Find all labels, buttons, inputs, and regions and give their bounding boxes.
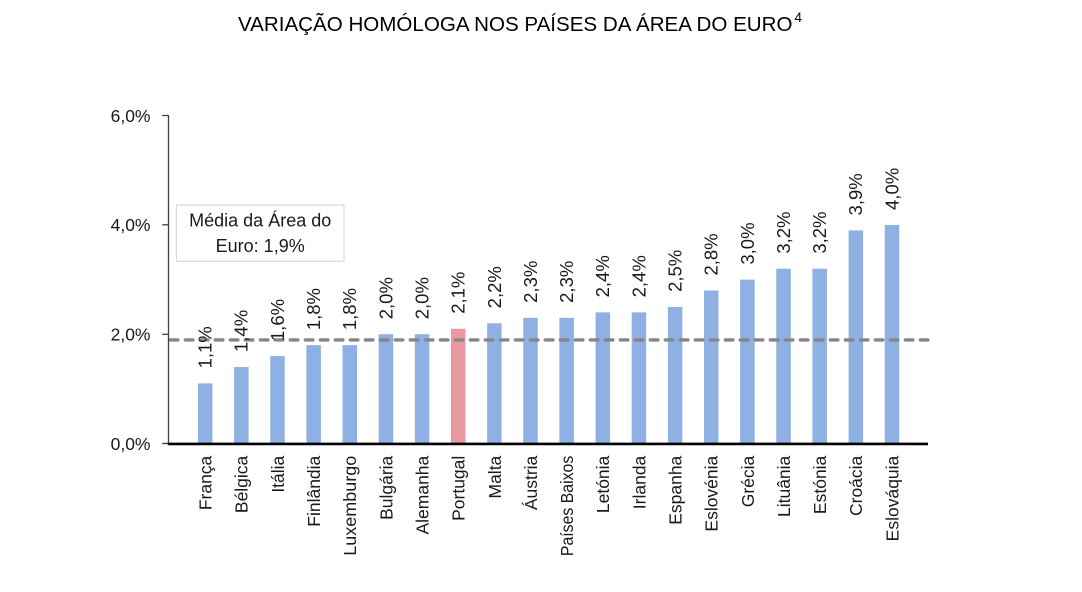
svg-text:2,2%: 2,2% xyxy=(484,266,505,308)
svg-text:Eslovénia: Eslovénia xyxy=(702,455,722,531)
svg-text:2,4%: 2,4% xyxy=(592,255,613,297)
svg-text:Estónia: Estónia xyxy=(810,455,830,514)
svg-text:1,6%: 1,6% xyxy=(267,299,288,341)
svg-text:Grécia: Grécia xyxy=(738,455,758,507)
svg-text:2,0%: 2,0% xyxy=(411,277,432,319)
svg-text:Malta: Malta xyxy=(485,455,505,498)
svg-text:VARIAÇÃO HOMÓLOGA NOS PAÍSES D: VARIAÇÃO HOMÓLOGA NOS PAÍSES DA ÁREA DO … xyxy=(238,12,793,36)
svg-text:4,0%: 4,0% xyxy=(881,168,902,210)
svg-text:1,1%: 1,1% xyxy=(195,326,216,368)
svg-text:Bélgica: Bélgica xyxy=(232,455,252,513)
svg-text:2,3%: 2,3% xyxy=(556,261,577,303)
svg-text:Letónia: Letónia xyxy=(593,455,613,513)
svg-text:3,2%: 3,2% xyxy=(809,212,830,254)
svg-text:Países Baixos: Países Baixos xyxy=(557,455,577,556)
svg-text:Espanha: Espanha xyxy=(666,455,686,524)
svg-text:Irlanda: Irlanda xyxy=(629,455,649,509)
svg-text:Áustria: Áustria xyxy=(521,455,541,510)
svg-text:2,5%: 2,5% xyxy=(665,250,686,292)
svg-text:Eslováquia: Eslováquia xyxy=(882,455,902,541)
svg-text:2,3%: 2,3% xyxy=(520,261,541,303)
svg-text:2,8%: 2,8% xyxy=(701,233,722,275)
svg-text:França: França xyxy=(196,455,216,510)
svg-text:6,0%: 6,0% xyxy=(111,106,151,126)
svg-text:Luxemburgo: Luxemburgo xyxy=(340,456,360,556)
svg-text:Finlândia: Finlândia xyxy=(304,455,324,526)
svg-text:Média da Área do: Média da Área do xyxy=(189,211,331,231)
svg-text:Itália: Itália xyxy=(268,455,288,492)
svg-text:3,2%: 3,2% xyxy=(773,212,794,254)
svg-text:Croácia: Croácia xyxy=(846,455,866,516)
svg-text:2,4%: 2,4% xyxy=(628,255,649,297)
svg-text:1,8%: 1,8% xyxy=(303,288,324,330)
svg-text:Lituânia: Lituânia xyxy=(774,455,794,517)
svg-text:1,4%: 1,4% xyxy=(231,310,252,352)
svg-text:3,9%: 3,9% xyxy=(845,173,866,215)
svg-text:Alemanha: Alemanha xyxy=(412,455,432,534)
svg-text:1,8%: 1,8% xyxy=(339,288,360,330)
svg-text:2,0%: 2,0% xyxy=(375,277,396,319)
svg-text:4,0%: 4,0% xyxy=(111,215,151,235)
svg-text:Portugal: Portugal xyxy=(449,456,469,521)
svg-text:2,1%: 2,1% xyxy=(448,272,469,314)
svg-text:0,0%: 0,0% xyxy=(111,434,151,454)
svg-text:2,0%: 2,0% xyxy=(111,325,151,345)
svg-text:Euro: 1,9%: Euro: 1,9% xyxy=(216,236,305,256)
svg-text:3,0%: 3,0% xyxy=(737,222,758,264)
svg-text:Bulgária: Bulgária xyxy=(376,455,396,519)
svg-text:4: 4 xyxy=(795,10,803,25)
